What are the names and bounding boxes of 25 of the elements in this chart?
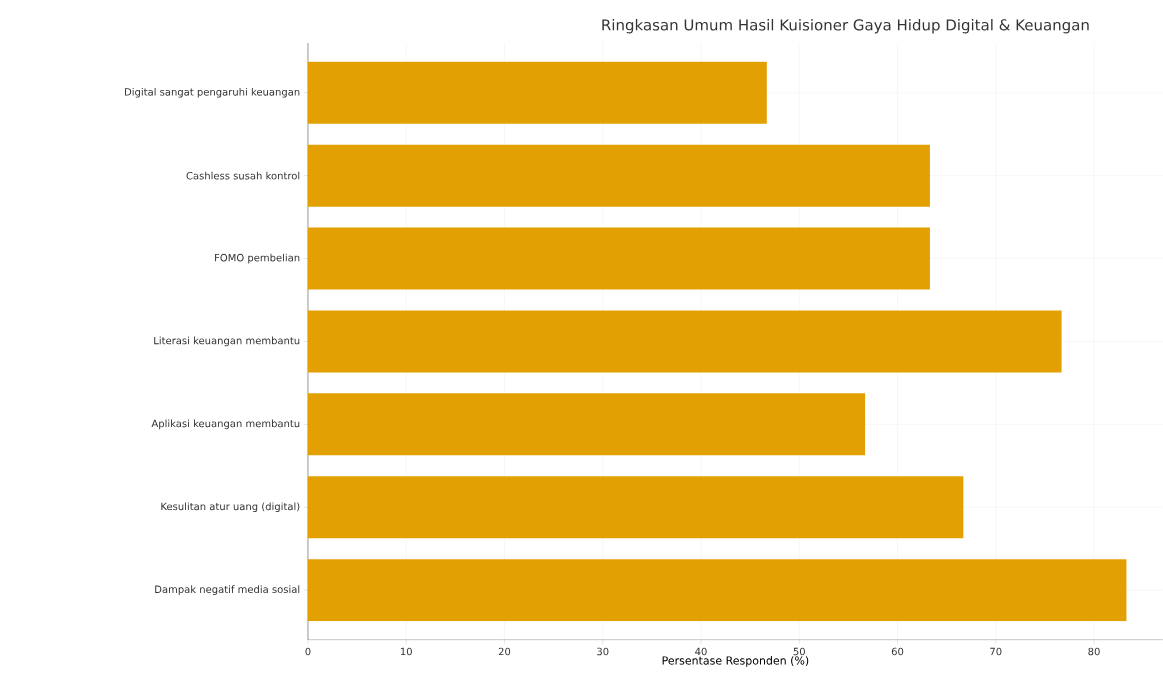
y-tick-label: Digital sangat pengaruhi keuangan	[125, 87, 300, 98]
y-tick-label: Cashless susah kontrol	[186, 171, 300, 180]
x-tick-label: 0	[305, 647, 311, 656]
y-tick-label: Dampak negatif media sosial	[155, 585, 300, 596]
bar	[307, 476, 964, 539]
x-tick-label: 10	[400, 647, 412, 656]
x-tick-label: 20	[498, 647, 511, 656]
bar	[307, 227, 930, 290]
x-tick-label: 60	[891, 647, 904, 656]
chart-title: Ringkasan Umum Hasil Kuisioner Gaya Hidup Digital & Keuangan	[602, 19, 1089, 34]
x-axis-title: Persentase Responden (%)	[662, 656, 809, 667]
x-tick-label: 80	[1088, 647, 1100, 656]
y-tick-label: Kesulitan atur uang (digital)	[161, 502, 300, 513]
bar	[307, 559, 1127, 622]
y-tick-label: FOMO pembelian	[215, 253, 300, 264]
bar	[307, 61, 767, 124]
x-tick-label: 30	[597, 647, 609, 656]
y-tick-label: Aplikasi keuangan membantu	[151, 419, 300, 430]
x-tick-label: 70	[990, 647, 1002, 656]
x-tick-label: 40	[695, 647, 707, 656]
bar	[307, 144, 930, 207]
x-tick-label: 50	[793, 647, 805, 656]
bar	[307, 310, 1062, 373]
y-tick-label: Literasi keuangan membantu	[154, 336, 300, 347]
bar	[307, 393, 866, 456]
